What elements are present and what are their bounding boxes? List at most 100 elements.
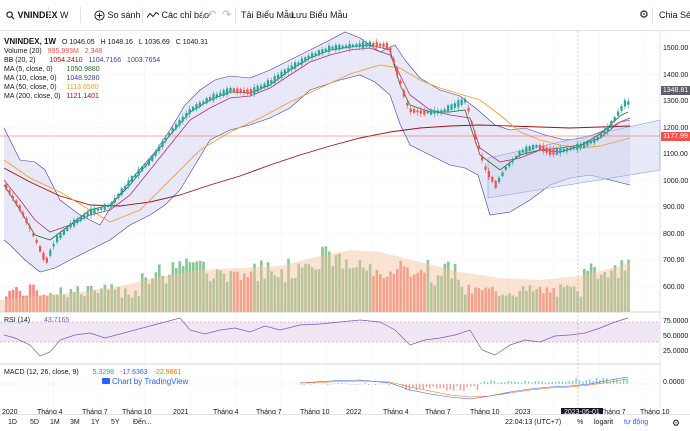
candle-body — [396, 68, 398, 75]
ma10-legend-label: MA (10, close, 0) — [4, 75, 57, 82]
compare-button[interactable]: So sánh — [94, 0, 141, 30]
candle-body — [219, 93, 221, 97]
macd-histogram-bar — [450, 384, 451, 390]
range-button[interactable]: Đến... — [133, 415, 152, 431]
candle-body — [110, 202, 112, 206]
share-button[interactable]: Chia Sẻ — [659, 0, 690, 30]
log-toggle[interactable]: logarit — [594, 415, 613, 431]
settings-gear-icon[interactable]: ⚙ — [639, 0, 649, 30]
legend-high: H 1048.16 — [101, 39, 133, 46]
candle-body — [617, 112, 619, 116]
toolbar-divider — [142, 7, 143, 23]
candle-body — [454, 103, 456, 108]
candle-body — [563, 149, 565, 152]
candle-body — [267, 80, 269, 87]
macd-histogram-bar — [596, 378, 597, 384]
candle-body — [124, 186, 126, 189]
candle-body — [413, 109, 415, 113]
ma10-legend[interactable]: MA (10, close, 0) 1048.9280 — [4, 74, 100, 83]
candle-body — [246, 89, 248, 94]
range-button[interactable]: 1Y — [91, 415, 100, 431]
range-button[interactable]: 5Y — [111, 415, 120, 431]
macd-histogram-bar — [477, 384, 478, 390]
clock[interactable]: 22:04:13 (UTC+7) — [505, 415, 561, 431]
price-chart[interactable] — [0, 31, 690, 408]
candle-body — [36, 240, 38, 243]
range-button[interactable]: 1D — [8, 415, 17, 431]
top-toolbar: VNINDEX W So sánh Các chỉ báo ↶ ↷ Tải Bi… — [0, 0, 690, 31]
candle-body — [141, 167, 143, 171]
macd-histogram-bar — [524, 381, 525, 384]
macd-histogram-bar — [446, 384, 447, 391]
tradingview-watermark[interactable]: Chart by TradingView — [102, 377, 188, 386]
candle-body — [144, 164, 146, 166]
redo-icon[interactable]: ↷ — [222, 0, 231, 30]
symbol-search[interactable]: VNINDEX — [6, 0, 58, 30]
candle-body — [284, 70, 286, 75]
candle-body — [209, 97, 211, 100]
interval-button[interactable]: W — [60, 0, 69, 30]
candle-body — [93, 208, 95, 214]
undo-icon[interactable]: ↶ — [207, 0, 216, 30]
candle-body — [512, 160, 514, 163]
candle-body — [257, 86, 259, 92]
candle-body — [325, 49, 327, 52]
candle-body — [573, 147, 575, 150]
macd-histogram-bar — [616, 379, 617, 384]
chart-grid — [0, 31, 660, 408]
macd-histogram-bar — [552, 382, 553, 384]
macd-histogram-bar — [538, 381, 539, 384]
rsi-legend-label: RSI (14) — [4, 317, 30, 324]
ma5-legend[interactable]: MA (5, close, 0) 1050.9880 — [4, 65, 100, 74]
candle-body — [410, 108, 412, 112]
ma200-legend[interactable]: MA (200, close, 0) 1121.1401 — [4, 92, 99, 101]
macd-histogram-bar — [504, 382, 505, 384]
macd-histogram-bar — [548, 382, 549, 384]
load-template-button[interactable]: Tải Biểu Mẫu — [241, 0, 294, 30]
ma50-legend[interactable]: MA (50, close, 0) 1113.6580 — [4, 83, 99, 92]
candle-body — [355, 44, 357, 47]
symbol-name: VNINDEX — [18, 10, 58, 20]
candle-body — [433, 110, 435, 113]
candle-body — [552, 148, 554, 154]
candle-body — [158, 147, 160, 151]
candle-body — [484, 166, 486, 169]
candle-body — [127, 181, 129, 186]
candle-body — [508, 163, 510, 166]
macd-histogram-bar — [419, 384, 420, 388]
candle-body — [39, 246, 41, 251]
candle-body — [46, 258, 48, 263]
candle-body — [155, 151, 157, 155]
settings-gear-icon[interactable]: ⚙ — [672, 415, 680, 431]
bb-legend[interactable]: BB (20, 2) 1054.2410 1104.7166 1003.7654 — [4, 56, 160, 65]
auto-scale-toggle[interactable]: tự động — [624, 415, 648, 431]
macd-histogram-bar — [487, 382, 488, 384]
candle-body — [97, 209, 99, 211]
macd-histogram-bar — [501, 382, 502, 384]
candle-body — [56, 236, 58, 242]
ma50-legend-label: MA (50, close, 0) — [4, 84, 57, 91]
save-template-button[interactable]: Lưu Biểu Mẫu — [291, 0, 348, 30]
macd-histogram-bar — [467, 384, 468, 387]
chart-area[interactable]: VNINDEX, 1W O 1046.05 H 1048.16 L 1036.6… — [0, 31, 690, 408]
indicators-button[interactable]: Các chỉ báo — [147, 0, 209, 30]
toolbar-divider — [652, 7, 653, 23]
price-axis-label: 700.00 — [663, 257, 684, 264]
range-button[interactable]: 1M — [50, 415, 60, 431]
candle-body — [25, 218, 27, 223]
range-button[interactable]: 3M — [70, 415, 80, 431]
macd-histogram-bar — [494, 381, 495, 384]
candle-body — [274, 76, 276, 83]
rsi-legend[interactable]: RSI (14) 43.7165 — [4, 316, 69, 325]
candle-body — [593, 138, 595, 143]
candle-body — [614, 117, 616, 121]
rsi-legend-value: 43.7165 — [44, 317, 69, 324]
candle-body — [321, 49, 323, 53]
macd-histogram-bar — [470, 384, 471, 387]
macd-legend[interactable]: MACD (12, 26, close, 9) 5.3298 -17.6363 … — [4, 368, 181, 377]
candle-body — [515, 156, 517, 158]
candle-body — [474, 134, 476, 140]
range-button[interactable]: 5D — [30, 415, 39, 431]
percent-toggle[interactable]: % — [577, 415, 583, 431]
volume-legend[interactable]: Volume (20) 995.993M 2.348 — [4, 47, 102, 56]
